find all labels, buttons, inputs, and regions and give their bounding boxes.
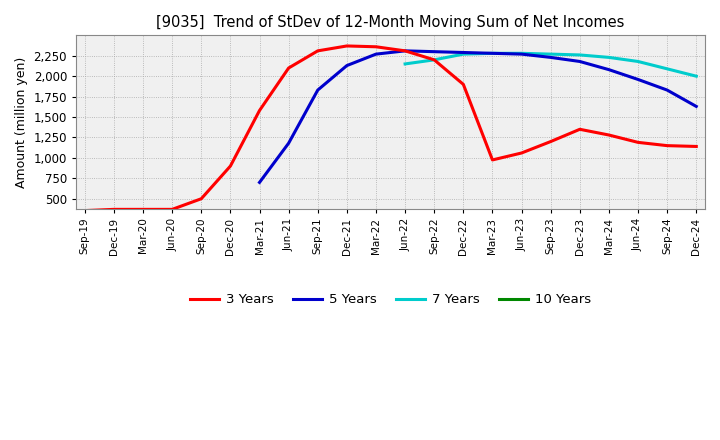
3 Years bbox=[401, 48, 410, 54]
7 Years bbox=[634, 59, 642, 64]
7 Years bbox=[430, 57, 438, 62]
3 Years bbox=[139, 207, 148, 212]
5 Years bbox=[343, 63, 351, 68]
3 Years bbox=[109, 207, 118, 212]
5 Years bbox=[430, 49, 438, 54]
5 Years bbox=[255, 180, 264, 185]
3 Years bbox=[546, 139, 555, 144]
7 Years bbox=[663, 66, 672, 71]
Title: [9035]  Trend of StDev of 12-Month Moving Sum of Net Incomes: [9035] Trend of StDev of 12-Month Moving… bbox=[156, 15, 625, 30]
7 Years bbox=[605, 55, 613, 60]
Y-axis label: Amount (million yen): Amount (million yen) bbox=[15, 56, 28, 187]
3 Years bbox=[168, 207, 176, 212]
5 Years bbox=[634, 77, 642, 82]
5 Years bbox=[692, 104, 701, 109]
3 Years bbox=[81, 208, 89, 213]
5 Years bbox=[575, 59, 584, 64]
7 Years bbox=[459, 51, 468, 57]
3 Years bbox=[692, 144, 701, 149]
Line: 7 Years: 7 Years bbox=[405, 53, 696, 76]
3 Years bbox=[255, 108, 264, 113]
7 Years bbox=[692, 73, 701, 79]
5 Years bbox=[546, 55, 555, 60]
Line: 5 Years: 5 Years bbox=[259, 51, 696, 183]
5 Years bbox=[313, 88, 322, 93]
3 Years bbox=[430, 57, 438, 62]
5 Years bbox=[401, 48, 410, 54]
5 Years bbox=[284, 140, 293, 146]
7 Years bbox=[575, 52, 584, 58]
3 Years bbox=[605, 132, 613, 138]
5 Years bbox=[488, 51, 497, 56]
3 Years bbox=[575, 127, 584, 132]
7 Years bbox=[401, 61, 410, 66]
5 Years bbox=[372, 51, 380, 57]
5 Years bbox=[459, 50, 468, 55]
3 Years bbox=[517, 150, 526, 156]
3 Years bbox=[197, 196, 206, 202]
5 Years bbox=[605, 67, 613, 72]
3 Years bbox=[488, 157, 497, 162]
7 Years bbox=[488, 51, 497, 56]
3 Years bbox=[663, 143, 672, 148]
5 Years bbox=[517, 51, 526, 57]
3 Years bbox=[343, 43, 351, 48]
3 Years bbox=[226, 163, 235, 169]
3 Years bbox=[313, 48, 322, 54]
7 Years bbox=[517, 51, 526, 56]
7 Years bbox=[546, 51, 555, 57]
3 Years bbox=[372, 44, 380, 49]
3 Years bbox=[634, 140, 642, 145]
Legend: 3 Years, 5 Years, 7 Years, 10 Years: 3 Years, 5 Years, 7 Years, 10 Years bbox=[184, 288, 596, 312]
3 Years bbox=[284, 66, 293, 71]
3 Years bbox=[459, 82, 468, 87]
Line: 3 Years: 3 Years bbox=[85, 46, 696, 211]
5 Years bbox=[663, 88, 672, 93]
